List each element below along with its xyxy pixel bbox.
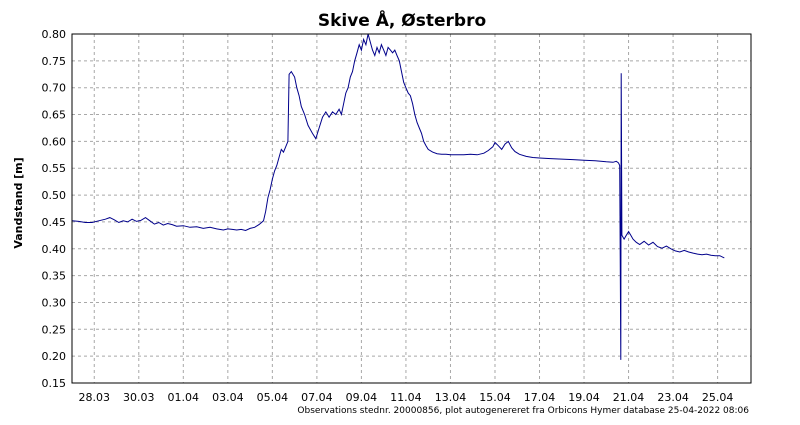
grid [72,33,751,384]
x-tick-label: 11.04 [390,391,422,404]
y-tick-label: 0.80 [42,28,67,41]
y-tick-label: 0.45 [42,216,67,229]
x-tick-labels: 28.03 30.03 01.04 03.04 05.04 07.04 09.04 11.04… [79,391,734,404]
y-tick-label: 0.25 [42,323,67,336]
y-tick-label: 0.70 [42,82,67,95]
chart-title: Skive Å, Østerbro [318,8,486,31]
footer-note: Observations stednr. 20000856, plot auto… [297,406,749,416]
x-tick-label: 15.04 [479,391,511,404]
x-tick-label: 17.04 [524,391,556,404]
x-tick-label: 25.04 [702,391,734,404]
series-layer [71,33,725,360]
y-tick-label: 0.75 [42,55,67,68]
x-tick-label: 07.04 [301,391,333,404]
y-tick-labels: 0.80 0.75 0.70 0.65 0.60 0.55 0.50 0.45 0.40 0.35… [42,28,67,390]
y-tick-label: 0.55 [42,162,67,175]
x-tick-label: 05.04 [257,391,289,404]
x-tick-label: 23.04 [657,391,689,404]
x-tick-label: 01.04 [168,391,200,404]
series-line-vandstand [71,33,725,360]
x-tick-label: 28.03 [79,391,111,404]
x-tick-label: 30.03 [123,391,155,404]
y-tick-label: 0.65 [42,109,67,122]
y-tick-label: 0.40 [42,243,67,256]
plot-frame [71,33,752,384]
y-tick-label: 0.30 [42,296,67,309]
x-tick-label: 19.04 [568,391,600,404]
x-tick-label: 03.04 [212,391,244,404]
y-tick-label: 0.15 [42,377,67,390]
y-tick-label: 0.35 [42,270,67,283]
x-tick-label: 09.04 [346,391,378,404]
y-tick-label: 0.50 [42,189,67,202]
x-tick-label: 21.04 [613,391,645,404]
y-axis-label: Vandstand [m] [12,157,25,248]
x-tick-label: 13.04 [435,391,467,404]
y-tick-label: 0.20 [42,350,67,363]
y-tick-label: 0.60 [42,135,67,148]
